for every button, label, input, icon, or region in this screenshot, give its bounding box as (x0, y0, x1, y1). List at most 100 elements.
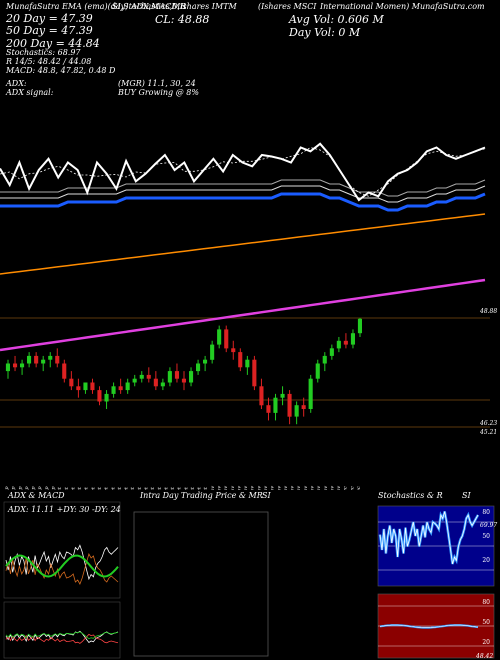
date-label: 08 Nov (243, 486, 249, 490)
candle (13, 355, 18, 372)
candle (315, 359, 320, 383)
stoch-panel-si: SI (462, 491, 471, 500)
candle (139, 371, 144, 383)
candle (280, 386, 285, 406)
macd-label: MACD: 48.8, 47.82, 0.48 D (6, 66, 116, 75)
candle (294, 401, 299, 425)
rsi-tick-50: 50 (482, 619, 490, 626)
candle (245, 355, 250, 375)
date-label: 23 Sep (17, 486, 23, 490)
candle (329, 344, 334, 360)
candle (273, 393, 278, 421)
date-label: 23 Oct (163, 486, 169, 490)
date-label: 19 Sep (4, 486, 10, 490)
candle (132, 374, 137, 387)
date-label: 20 Nov (296, 486, 302, 490)
candle (55, 348, 60, 368)
candle (259, 378, 264, 410)
date-label: 25 Oct (177, 486, 183, 490)
ema-grey-line-1 (0, 179, 486, 197)
candle (350, 329, 355, 349)
date-label: 15 Oct (124, 486, 130, 490)
date-label: 17 Oct (137, 486, 143, 490)
candle (266, 397, 271, 421)
date-label: 27 Nov (329, 486, 335, 490)
candle (118, 378, 123, 394)
header-title-5: International Momen) MunafaSutra.com (320, 2, 485, 11)
date-label: 18 Nov (283, 486, 289, 490)
candle (125, 378, 130, 394)
date-label: 07 Oct (84, 486, 90, 490)
date-label: 03 Dec (349, 486, 355, 490)
low-label-2: 45.21 (479, 429, 497, 436)
date-label: 06 Nov (230, 486, 236, 490)
candle (308, 374, 313, 413)
adx-signal-label: ADX signal: (6, 88, 54, 97)
date-label: 12 Nov (256, 486, 262, 490)
avg-vol-label: Avg Vol: 0.606 M (289, 13, 384, 26)
mgr-label: (MGR) 11.1, 30, 24 (118, 79, 196, 88)
date-label: 01 Nov (210, 486, 216, 490)
date-label: 21 Oct (150, 486, 156, 490)
date-label: 02 Oct (64, 486, 70, 490)
stoch-tick-50: 50 (482, 533, 490, 540)
date-label: 27 Sep (44, 486, 50, 490)
date-label: 11 Oct (110, 486, 116, 490)
intraday-panel (133, 511, 269, 657)
candle (224, 325, 229, 353)
candle (146, 367, 151, 383)
date-label: 20 Sep (11, 486, 17, 490)
candle (167, 367, 172, 387)
candle (62, 359, 67, 383)
date-label: 04 Dec (356, 486, 362, 490)
date-label: 25 Sep (31, 486, 37, 490)
rsi-tick-20: 20 (482, 639, 490, 646)
candle (111, 382, 116, 398)
intra-panel-si: SI (262, 491, 271, 500)
candle (301, 397, 306, 417)
adx-panel-title: ADX & MACD (8, 491, 65, 500)
ema200-label: 200 Day = 44.84 (6, 37, 100, 50)
candle (104, 390, 109, 410)
stoch-tick-80: 80 (482, 509, 490, 516)
low-label-1: 46.23 (479, 420, 497, 427)
candle (20, 359, 25, 375)
r-label: R 14/5: 48.42 / 44.08 (6, 57, 92, 66)
price-label: 48.88 (479, 308, 497, 315)
date-label: 22 Nov (310, 486, 316, 490)
rsi-value: 48.42 (475, 653, 493, 660)
candle (217, 325, 222, 349)
candle (196, 359, 201, 375)
date-label: 13 Nov (263, 486, 269, 490)
adx-green-line (5, 554, 119, 578)
ema-grey-line-2 (0, 185, 486, 203)
date-label: 01 Oct (57, 486, 63, 490)
close-label: CL: 48.88 (155, 13, 210, 26)
main-price-chart: 48.88 46.23 45.21 19 Sep20 Sep23 Sep24 S… (0, 142, 497, 490)
candle (203, 355, 208, 372)
candle (34, 352, 39, 368)
date-label: 24 Oct (170, 486, 176, 490)
header-title-1: MunafaSutra EMA (ema)(day) ADX,MACD,B (6, 2, 186, 11)
candle (160, 378, 165, 391)
candle (90, 378, 95, 394)
day-vol-label: Day Vol: 0 M (289, 26, 361, 39)
date-label: 19 Nov (290, 486, 296, 490)
header-title-2: SI,Stochastics,MR (112, 2, 187, 11)
date-label: 30 Oct (197, 486, 203, 490)
date-label: 24 Sep (24, 486, 30, 490)
date-label: 11 Nov (250, 486, 256, 490)
ema100-line (0, 213, 486, 275)
date-label: 03 Oct (70, 486, 76, 490)
ema20-line (0, 192, 486, 212)
date-label: 16 Oct (130, 486, 136, 490)
rsi-white-line (379, 624, 479, 628)
date-label: 04 Nov (217, 486, 223, 490)
candle (174, 363, 179, 383)
candle (69, 371, 74, 391)
candle (27, 352, 32, 368)
ema50-label: 50 Day = 47.39 (6, 24, 93, 37)
date-label: 25 Nov (316, 486, 322, 490)
date-label: 14 Oct (117, 486, 123, 490)
date-label: 22 Oct (157, 486, 163, 490)
